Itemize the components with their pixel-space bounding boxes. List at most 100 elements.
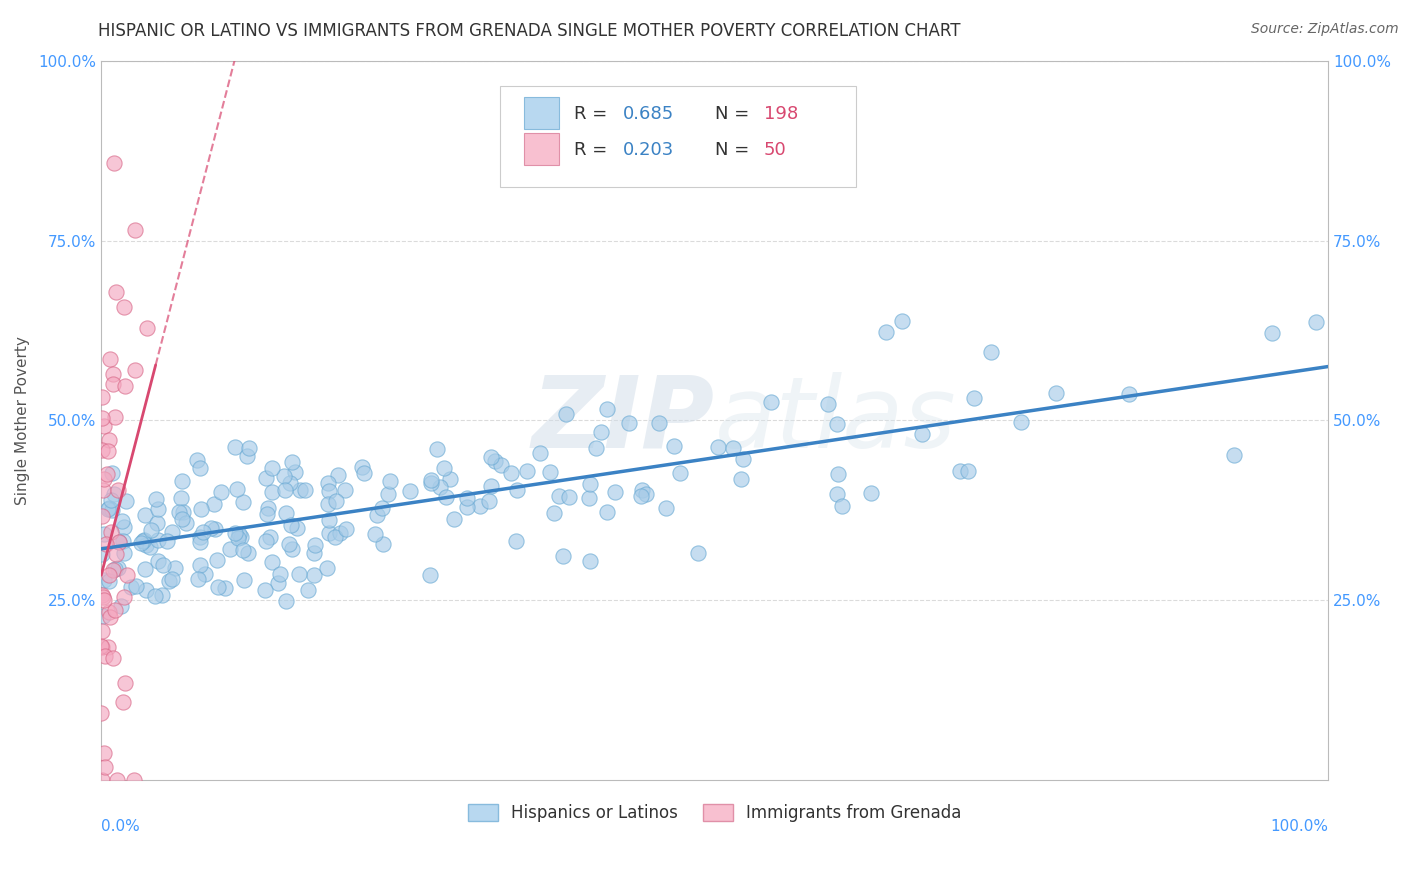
Point <box>97 640 120 655</box>
Point <box>167 505 190 519</box>
Point <box>101 651 124 665</box>
Point <box>152 558 174 573</box>
Text: 100.0%: 100.0% <box>1270 819 1329 834</box>
Point <box>420 475 443 490</box>
Text: N =: N = <box>714 141 755 159</box>
Point <box>170 491 193 505</box>
Point <box>190 502 212 516</box>
Point <box>316 497 339 511</box>
Point <box>256 507 278 521</box>
Point <box>107 560 129 574</box>
Point <box>111 695 134 709</box>
Point <box>304 538 326 552</box>
Point <box>238 441 260 455</box>
Point <box>419 568 441 582</box>
Point <box>707 441 730 455</box>
Point <box>90 410 112 425</box>
Point <box>730 472 752 486</box>
Point <box>328 467 350 482</box>
Point <box>318 526 340 541</box>
Point <box>323 530 346 544</box>
Point <box>194 567 217 582</box>
Point <box>94 537 117 551</box>
Point <box>318 513 340 527</box>
Point <box>443 512 465 526</box>
Point <box>224 440 246 454</box>
Point <box>93 760 115 774</box>
Point <box>101 466 124 480</box>
Point <box>605 485 627 500</box>
Point <box>190 460 212 475</box>
Point <box>93 419 115 434</box>
Point <box>505 483 527 497</box>
Point <box>350 460 373 475</box>
Point <box>160 525 183 540</box>
Point <box>90 706 112 720</box>
Point <box>117 567 139 582</box>
Point <box>134 508 156 522</box>
Point <box>262 555 284 569</box>
Point <box>285 521 308 535</box>
Point <box>188 558 211 572</box>
Text: 0.685: 0.685 <box>623 104 673 122</box>
Point <box>278 537 301 551</box>
Point <box>112 520 135 534</box>
Point <box>93 472 115 486</box>
Point <box>281 541 304 556</box>
Point <box>579 554 602 568</box>
Point <box>101 376 124 391</box>
Point <box>200 520 222 534</box>
Point <box>366 508 388 523</box>
Point <box>316 475 339 490</box>
Point <box>190 530 212 544</box>
Point <box>269 567 291 582</box>
Point <box>377 487 399 501</box>
Point <box>1261 326 1284 341</box>
Text: 0.0%: 0.0% <box>101 819 141 834</box>
Point <box>98 568 121 582</box>
Point <box>817 397 839 411</box>
Point <box>254 470 277 484</box>
Point <box>470 499 492 513</box>
Point <box>172 505 194 519</box>
Point <box>187 572 209 586</box>
Point <box>456 500 478 514</box>
Point <box>114 378 136 392</box>
Point <box>145 491 167 506</box>
Point <box>93 592 115 607</box>
Point <box>254 533 277 548</box>
Point <box>91 624 114 639</box>
Point <box>100 503 122 517</box>
Point <box>827 467 849 482</box>
Point <box>146 533 169 547</box>
Point <box>124 223 146 237</box>
Point <box>648 416 671 430</box>
Point <box>91 508 114 523</box>
Point <box>104 561 127 575</box>
FancyBboxPatch shape <box>501 87 856 187</box>
Point <box>911 426 934 441</box>
Point <box>949 464 972 478</box>
Point <box>94 649 117 664</box>
Text: 198: 198 <box>763 104 799 122</box>
Point <box>112 590 135 604</box>
Point <box>723 442 745 456</box>
Point <box>100 351 122 366</box>
Point <box>97 574 120 589</box>
Point <box>267 575 290 590</box>
Point <box>630 489 652 503</box>
Point <box>281 455 304 469</box>
Point <box>439 472 461 486</box>
Point <box>101 367 124 381</box>
Point <box>553 549 575 563</box>
Point <box>105 772 128 787</box>
Point <box>318 484 340 499</box>
Point <box>219 541 242 556</box>
Legend: Hispanics or Latinos, Immigrants from Grenada: Hispanics or Latinos, Immigrants from Gr… <box>461 797 969 829</box>
Point <box>232 543 254 558</box>
Point <box>505 533 527 548</box>
Point <box>478 494 501 508</box>
Point <box>107 535 129 549</box>
Point <box>578 491 600 506</box>
Point <box>112 534 135 549</box>
